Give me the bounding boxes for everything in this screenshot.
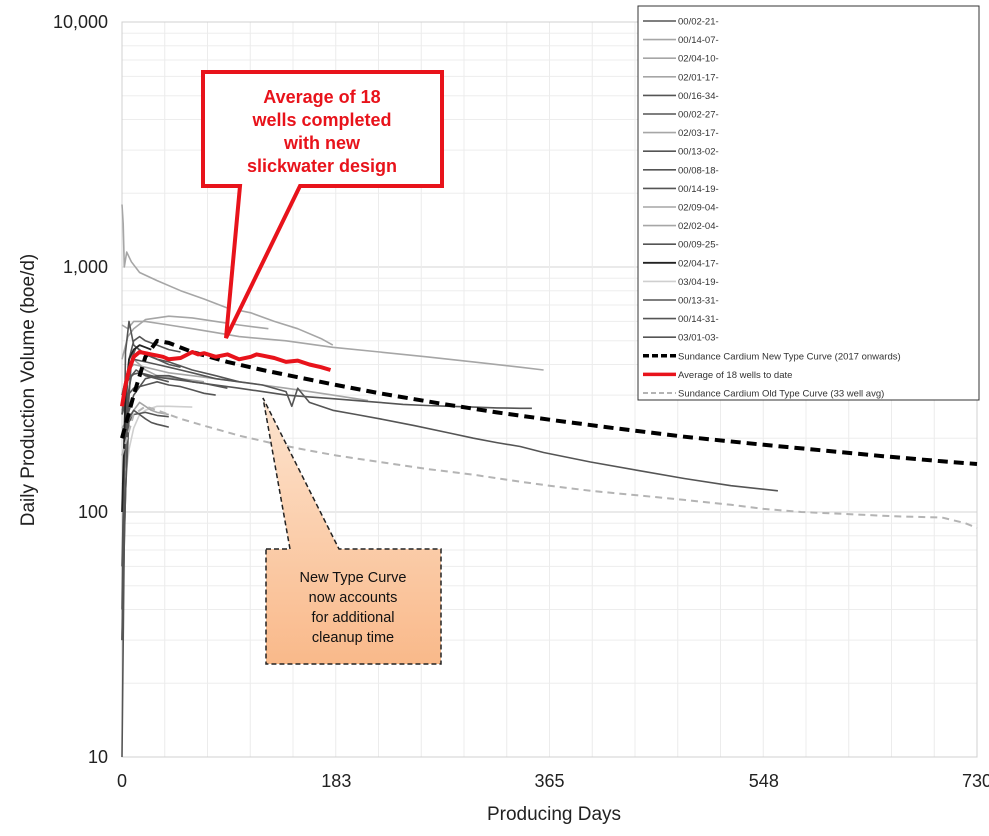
avg-callout-line-3: with new: [283, 133, 361, 153]
legend-label: 02/04-17-: [678, 258, 719, 269]
legend-label: 00/14-31-: [678, 314, 719, 325]
legend-box: [637, 5, 980, 401]
series-line-00-13-31: [121, 409, 169, 641]
x-tick-label: 730: [962, 771, 989, 791]
avg-callout-line-2: wells completed: [251, 110, 391, 130]
avg-callout-box: [201, 70, 444, 339]
legend-label: 02/01-17-: [678, 72, 719, 83]
legend-label: 02/02-04-: [678, 221, 719, 232]
type-curve-callout-line-4: cleanup time: [312, 630, 394, 646]
y-tick-label: 10: [88, 747, 108, 767]
legend-label: 03/04-19-: [678, 277, 719, 288]
y-tick-label: 100: [78, 502, 108, 522]
series-line-average-of-18-wells-to-date: [120, 350, 332, 407]
legend-label: 00/09-25-: [678, 240, 719, 251]
y-axis-title: Daily Production Volume (boe/d): [18, 254, 39, 526]
legend-label: 00/14-07-: [678, 35, 719, 46]
avg-callout-line-1: Average of 18: [263, 87, 380, 107]
series-line-02-04-10: [121, 320, 544, 371]
series-line-03-01-03: [121, 335, 181, 567]
legend-label: 02/03-17-: [678, 128, 719, 139]
series-line-00-14-07: [121, 204, 334, 346]
legend-label: 00/08-18-: [678, 165, 719, 176]
legend: 00/02-21- 00/14-07- 02/04-10- 02/01-17- 00/1…: [637, 5, 980, 401]
legend-label: Sundance Cardium Old Type Curve (33 well…: [678, 389, 884, 400]
legend-label: 00/02-21-: [678, 17, 719, 28]
series-line-00-13-02: [121, 411, 169, 439]
legend-label: 00/14-19-: [678, 184, 719, 195]
type-curve-callout-box: [262, 397, 442, 665]
series-layer: [120, 204, 978, 758]
type-curve-callout-line-1: New Type Curve: [300, 570, 407, 586]
legend-label: 00/13-31-: [678, 296, 719, 307]
legend-items: 00/02-21- 00/14-07- 02/04-10- 02/01-17- 00/1…: [643, 17, 901, 400]
x-tick-label: 365: [534, 771, 564, 791]
legend-label: 00/13-02-: [678, 147, 719, 158]
x-tick-label: 183: [321, 771, 351, 791]
series-line-sundance-cardium-old-type-curve-33-well-avg: [121, 405, 978, 529]
y-tick-label: 1,000: [63, 257, 108, 277]
x-tick-label: 0: [117, 771, 127, 791]
legend-label: Sundance Cardium New Type Curve (2017 on…: [678, 351, 901, 362]
tick-labels: 0 183 365 548 730 10 100 1,000 10,000: [53, 12, 989, 791]
legend-label: 03/01-03-: [678, 333, 719, 344]
type-curve-callout-line-2: now accounts: [309, 590, 398, 606]
legend-label: 02/09-04-: [678, 203, 719, 214]
legend-label: 00/16-34-: [678, 91, 719, 102]
type-curve-callout: New Type Curve now accounts for addition…: [262, 397, 442, 665]
avg-callout-line-4: slickwater design: [247, 156, 397, 176]
series-line-00-08-18: [121, 380, 216, 415]
x-axis-title: Producing Days: [487, 804, 621, 825]
avg-callout: Average of 18 wells completed with new s…: [201, 70, 444, 339]
y-tick-label: 10,000: [53, 12, 108, 32]
legend-label: 00/02-27-: [678, 110, 719, 121]
legend-label: 02/04-10-: [678, 54, 719, 65]
type-curve-callout-line-3: for additional: [311, 610, 394, 626]
x-tick-label: 548: [749, 771, 779, 791]
series-line-00-16-34: [121, 320, 778, 610]
legend-label: Average of 18 wells to date: [678, 370, 792, 381]
